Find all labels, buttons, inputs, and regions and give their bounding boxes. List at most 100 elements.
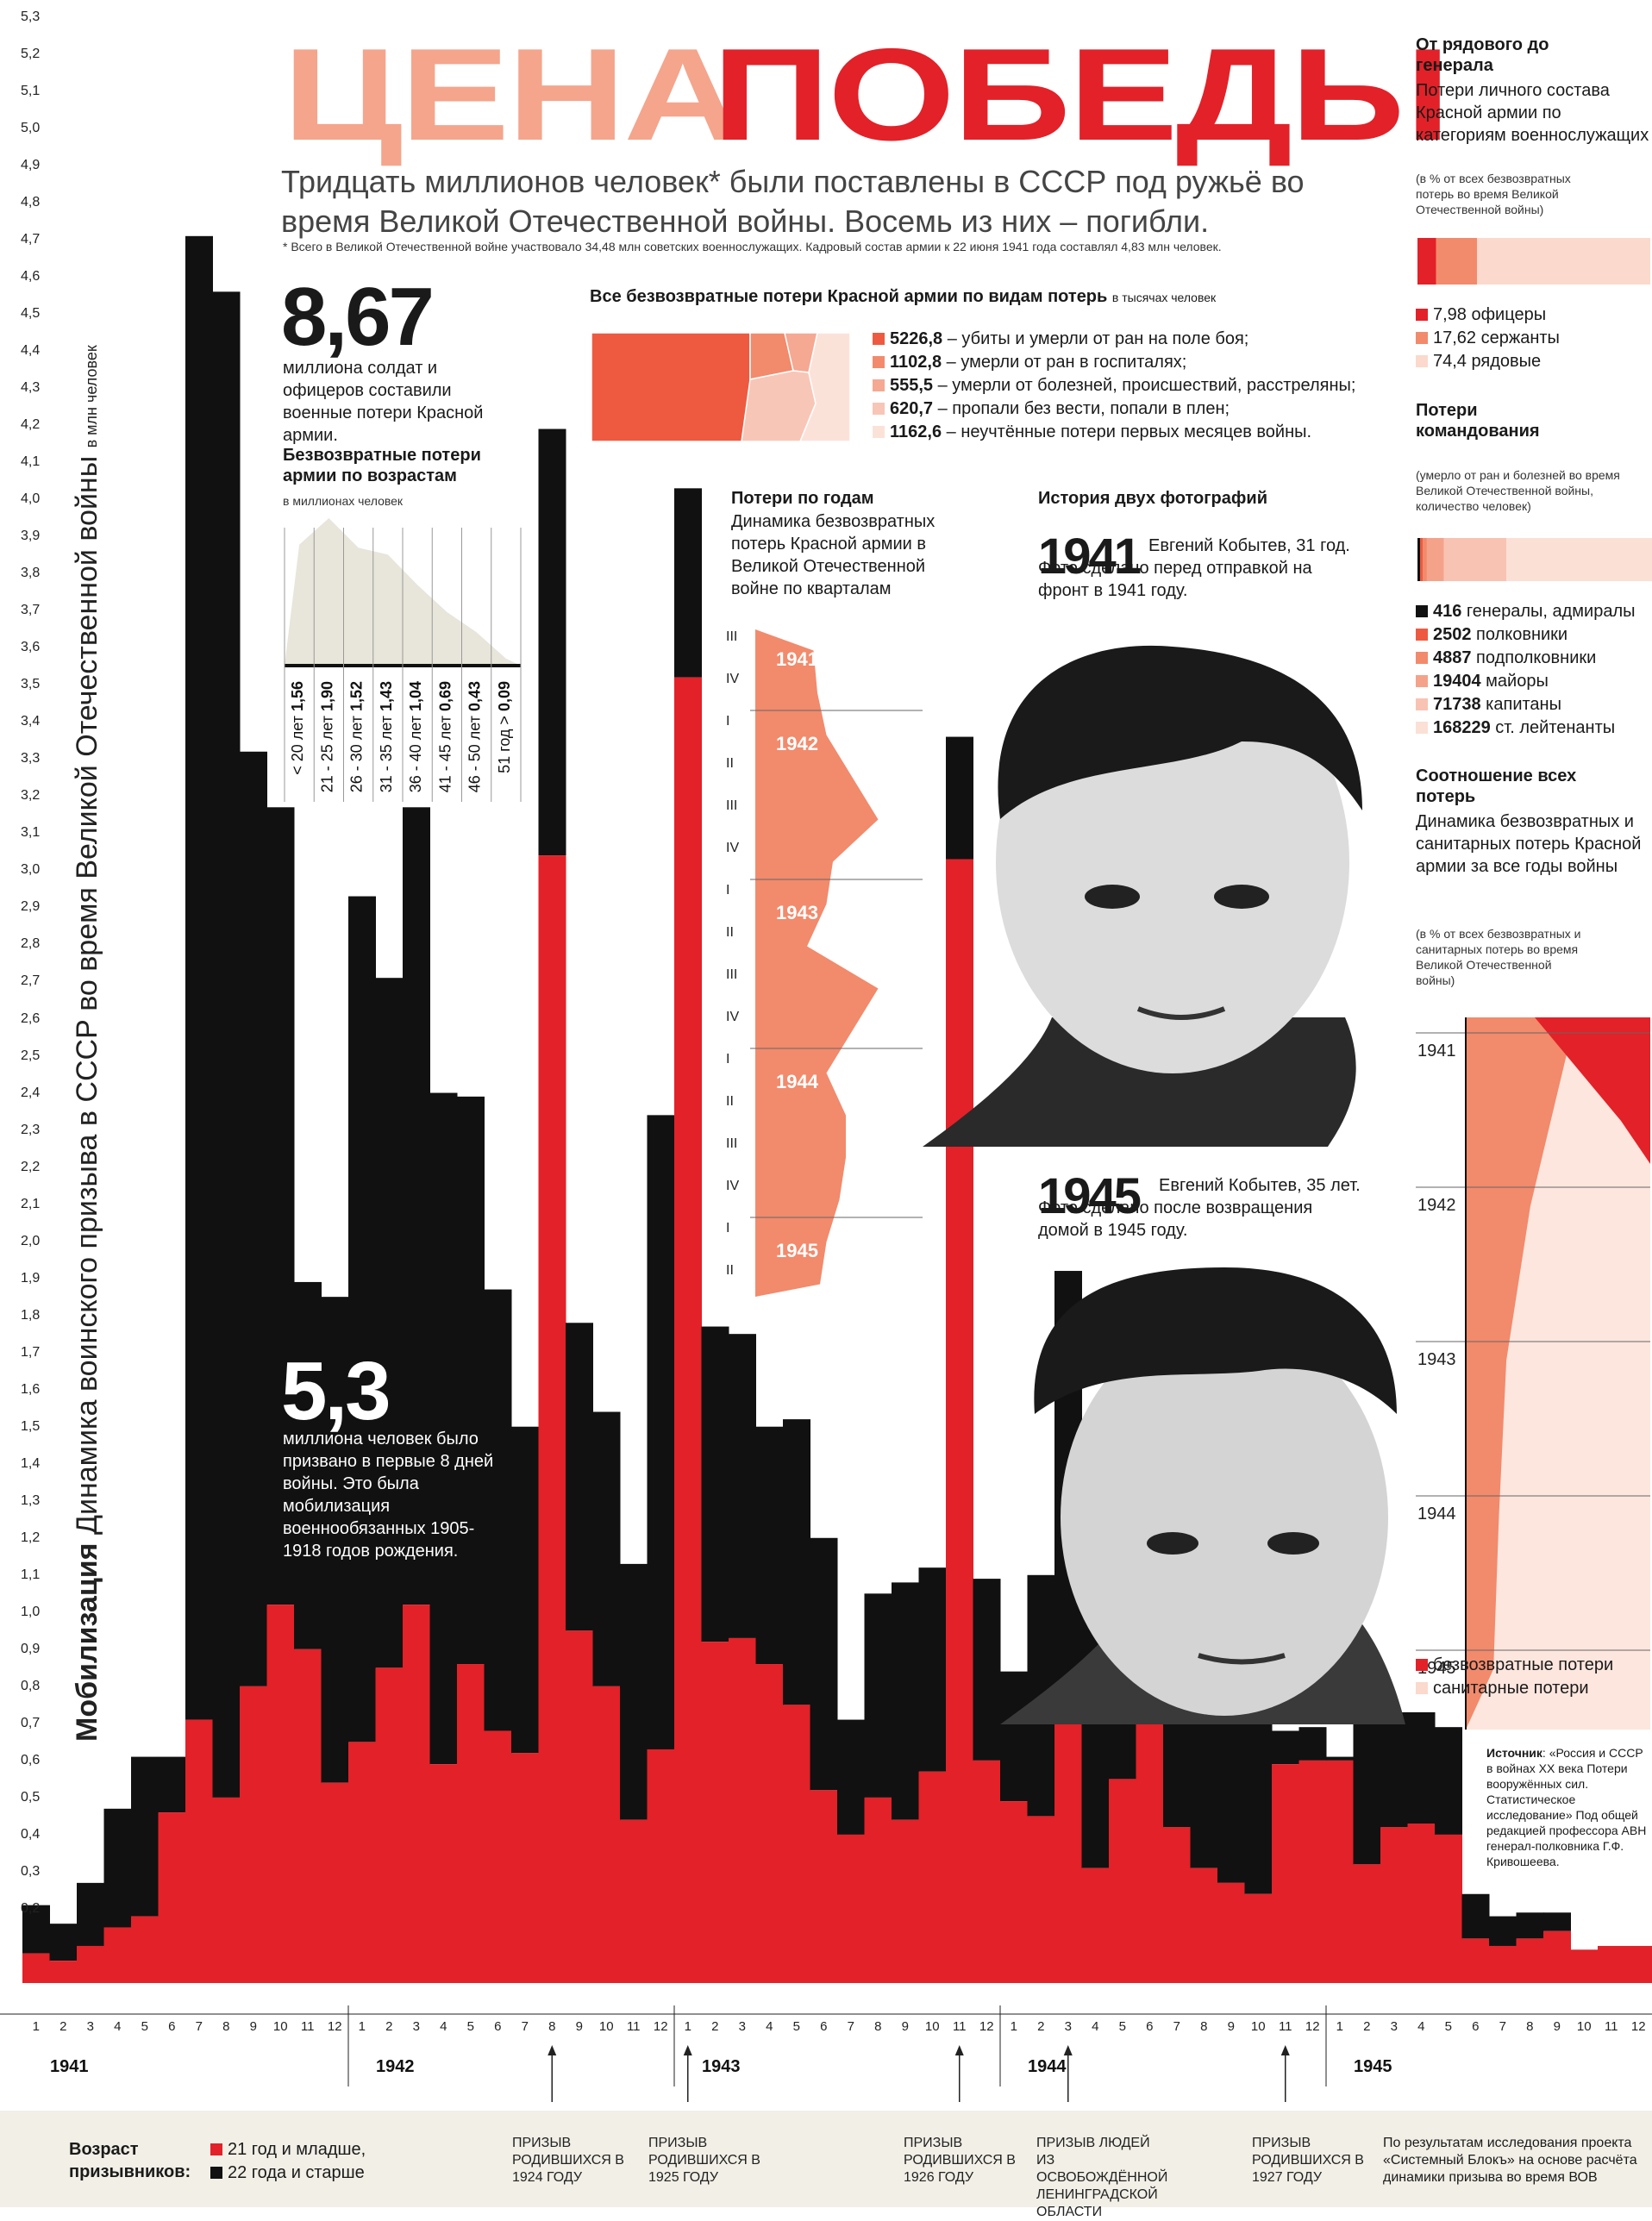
- y-tick-label: 4,2: [21, 417, 40, 433]
- stat-53-number: 5,3: [281, 1350, 388, 1433]
- month-label: 7: [1167, 2019, 1187, 2034]
- bar-older-19: [539, 429, 566, 856]
- y-tick-label: 1,9: [21, 1271, 40, 1286]
- bar-young-9: [267, 1605, 295, 1983]
- bar-young-47: [1299, 1761, 1327, 1983]
- month-label: 5: [135, 2019, 155, 2034]
- month-label: 1: [26, 2019, 47, 2034]
- footer-project: По результатам исследования проекта «Сис…: [1383, 2135, 1642, 2187]
- axis-title-bold: Мобилизация: [71, 1543, 103, 1742]
- bar-young-25: [702, 1642, 729, 1983]
- legend-swatch: [1416, 605, 1428, 617]
- legend-value: 5226,8: [890, 329, 942, 348]
- y-tick-label: 5,1: [21, 84, 40, 99]
- bar-young-24: [674, 678, 702, 1983]
- bar-young-28: [783, 1705, 810, 1983]
- bar-older-4: [131, 1757, 159, 1917]
- month-label: 5: [460, 2019, 481, 2034]
- month-label: 7: [841, 2019, 861, 2034]
- cmd-legend-item: 416 генералы, адмиралы: [1416, 600, 1636, 623]
- bar-young-50: [1380, 1827, 1408, 1983]
- rank-legend-item: 7,98 офицеры: [1416, 303, 1560, 327]
- bar-older-51: [1408, 1712, 1436, 1824]
- bar-young-34: [946, 860, 973, 1983]
- legend-swatch: [873, 426, 885, 438]
- month-label: 1: [1004, 2019, 1024, 2034]
- cmd-legend-item: 2502 полковники: [1416, 623, 1636, 647]
- cmd-note: (умерло от ран и болезней во время Велик…: [1416, 467, 1631, 514]
- bar-older-46: [1272, 1730, 1299, 1764]
- bar-older-33: [919, 1567, 947, 1772]
- month-label: 1: [1330, 2019, 1350, 2034]
- quarter-label: II: [726, 925, 734, 941]
- quarter-label: II: [726, 1094, 734, 1110]
- bar-older-49: [1354, 1724, 1381, 1864]
- bar-older-2: [77, 1883, 104, 1946]
- y-tick-label: 3,3: [21, 751, 40, 766]
- ratio-year-label: 1942: [1417, 1196, 1456, 1216]
- footer-event: Призыв людей из освобождённой Ленинградс…: [1036, 2135, 1166, 2221]
- event-arrow: [955, 2045, 964, 2055]
- month-label: 4: [1411, 2019, 1431, 2034]
- stat-53-text: миллиона человек было призвано в первые …: [283, 1428, 498, 1562]
- losses-legend-item: 5226,8 – убиты и умерли от ран на поле б…: [873, 328, 1355, 351]
- legend-swatch: [1416, 1659, 1428, 1671]
- bar-older-54: [1489, 1917, 1517, 1946]
- bar-young-36: [1000, 1801, 1028, 1983]
- quarter-year-label: 1942: [776, 733, 818, 755]
- bar-older-3: [104, 1809, 132, 1928]
- cmd-legend-item: 19404 майоры: [1416, 670, 1636, 693]
- legend-swatch: [873, 333, 885, 345]
- legend-swatch: [1416, 1682, 1428, 1694]
- y-tick-label: 0,5: [21, 1790, 40, 1805]
- event-arrow: [1064, 2045, 1073, 2055]
- y-tick-label: 4,6: [21, 269, 40, 285]
- quarter-label: I: [726, 1052, 729, 1067]
- y-tick-label: 1,8: [21, 1308, 40, 1323]
- legend-swatch: [1416, 675, 1428, 687]
- cmd-legend-item: 168229 ст. лейтенанты: [1416, 716, 1636, 740]
- bar-older-50: [1380, 1712, 1408, 1827]
- y-tick-label: 2,0: [21, 1234, 40, 1249]
- month-label: 12: [324, 2019, 345, 2034]
- legend-value: 620,7: [890, 399, 933, 418]
- bar-young-15: [430, 1764, 458, 1983]
- y-tick-label: 3,9: [21, 529, 40, 544]
- rank-segment-0: [1417, 238, 1436, 285]
- subtitle: Тридцать миллионов человек* были поставл…: [281, 162, 1350, 241]
- bar-young-48: [1326, 1761, 1354, 1983]
- month-label: 4: [1085, 2019, 1105, 2034]
- bar-young-22: [620, 1820, 648, 1983]
- month-label: 4: [107, 2019, 128, 2034]
- month-label: 10: [270, 2019, 291, 2034]
- bar-young-17: [485, 1730, 512, 1983]
- ratio-chart: [1416, 1017, 1650, 1730]
- source-label: Источник: [1486, 1746, 1542, 1760]
- y-tick-label: 1,7: [21, 1345, 40, 1361]
- y-tick-label: 2,7: [21, 973, 40, 989]
- rank-legend-item: 17,62 сержанты: [1416, 327, 1560, 350]
- year-label: 1941: [50, 2057, 89, 2077]
- month-label: 3: [1058, 2019, 1079, 2034]
- footer-legend: 21 год и младше,22 года и старше: [210, 2138, 366, 2185]
- title-part2: ПОБЕДЫ: [712, 34, 1449, 155]
- bar-young-49: [1354, 1864, 1381, 1983]
- axis-title-unit: в млн человек: [83, 345, 100, 447]
- bar-older-31: [865, 1593, 892, 1798]
- age-label: 21 - 25 лет 1,90: [318, 681, 335, 792]
- y-tick-label: 3,8: [21, 566, 40, 581]
- cmd-segment-0: [1417, 538, 1420, 581]
- title-part1: ЦЕНА: [283, 34, 740, 155]
- y-tick-label: 4,5: [21, 306, 40, 322]
- y-tick-label: 3,0: [21, 862, 40, 878]
- ratio-legend-item: санитарные потери: [1416, 1677, 1613, 1700]
- bar-young-16: [457, 1664, 485, 1983]
- month-label: 9: [243, 2019, 264, 2034]
- footer-age-label: Возраст призывников:: [69, 2138, 198, 2183]
- legend-swatch: [873, 403, 885, 415]
- y-tick-label: 2,6: [21, 1011, 40, 1027]
- quarter-year-label: 1944: [776, 1071, 818, 1093]
- y-tick-label: 3,1: [21, 825, 40, 841]
- bar-older-23: [648, 1115, 675, 1749]
